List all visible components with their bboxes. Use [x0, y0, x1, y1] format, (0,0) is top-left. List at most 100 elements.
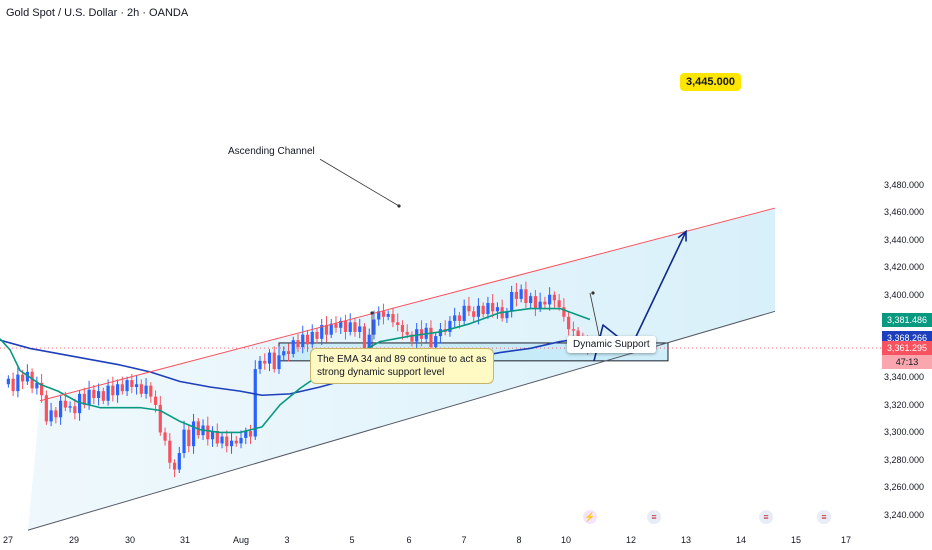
time-tick-label: Aug — [232, 535, 250, 545]
event-lightning-icon[interactable]: ⚡ — [583, 510, 597, 524]
candle-body — [54, 410, 58, 418]
candle-body — [514, 292, 519, 299]
candle-body — [367, 334, 371, 350]
candle-body — [134, 384, 139, 387]
candle-body — [87, 389, 91, 405]
time-tick-label: 3 — [284, 535, 290, 545]
candle-body — [44, 395, 48, 422]
candle-body — [25, 371, 29, 382]
channel-pointer — [317, 157, 400, 207]
time-tick-label: 30 — [124, 535, 136, 545]
candle-body — [310, 331, 314, 345]
candle-body — [552, 294, 556, 301]
note-pointer-dot — [370, 311, 374, 315]
candle-body — [476, 305, 481, 317]
chart-title: Gold Spot / U.S. Dollar · 2h · OANDA — [6, 7, 189, 19]
candle-body — [172, 462, 177, 470]
candle-body — [576, 330, 580, 339]
candle-body — [6, 378, 10, 385]
candle-body — [291, 340, 295, 354]
candle-body — [320, 325, 324, 339]
candle-body — [153, 396, 158, 405]
candle-body — [125, 380, 129, 392]
candle-body — [191, 421, 196, 447]
candle-body — [410, 334, 414, 342]
candle-body — [339, 320, 343, 328]
time-tick-label: 7 — [461, 535, 467, 545]
candle-body — [567, 316, 571, 330]
candle-body — [68, 406, 72, 408]
candle-body — [101, 391, 105, 401]
candle-body — [111, 385, 115, 396]
candle-body — [92, 389, 96, 399]
dynamic-support-label[interactable]: Dynamic Support — [567, 336, 656, 353]
candle-body — [115, 384, 120, 396]
candle-body — [149, 385, 153, 397]
candle-body — [210, 431, 215, 440]
price-tick-label: 3,240.000 — [883, 510, 924, 520]
time-tick-label: 12 — [625, 535, 637, 545]
candle-body — [519, 289, 523, 299]
candle-body — [49, 410, 53, 422]
us-flag-icon[interactable]: ≡ — [647, 510, 661, 524]
candle-body — [30, 371, 34, 389]
candle-body — [59, 400, 63, 418]
candle-body — [301, 334, 305, 348]
candle-body — [353, 322, 357, 332]
candle-body — [296, 340, 300, 348]
candle-body — [163, 432, 167, 441]
candle-body — [272, 352, 276, 370]
candle-body — [358, 326, 362, 332]
candle-body — [120, 384, 124, 392]
candle-body — [139, 384, 143, 394]
time-tick-label: 13 — [680, 535, 692, 545]
candle-body — [206, 425, 210, 440]
candle-body — [16, 374, 20, 392]
candle-body — [225, 436, 229, 447]
ema-34-line — [0, 307, 591, 434]
us-flag-icon[interactable]: ≡ — [759, 510, 773, 524]
candle-body — [168, 440, 172, 463]
candle-body — [244, 431, 248, 438]
candle-body — [391, 314, 395, 323]
candle-body — [158, 404, 162, 433]
candle-body — [106, 385, 110, 401]
candle-body — [543, 301, 547, 305]
candle-body — [405, 331, 409, 335]
candle-body — [386, 314, 390, 317]
price-tick-label: 3,340.000 — [883, 372, 924, 383]
channel-pointer-dot — [397, 204, 401, 208]
candle-body — [472, 311, 476, 317]
candle-body — [334, 323, 338, 328]
price-tick-label: 3,440.000 — [883, 234, 924, 245]
price-badge: 3,361.295 — [882, 341, 932, 356]
candle-body — [381, 311, 386, 317]
candle-body — [248, 431, 253, 437]
candle-body — [305, 334, 310, 345]
candle-body — [239, 437, 243, 444]
candle-body — [73, 406, 77, 414]
candle-body — [467, 305, 471, 312]
candle-body — [215, 431, 219, 444]
candle-body — [253, 369, 257, 437]
candle-body — [263, 360, 267, 364]
target-price-label[interactable]: 3,445.000 — [680, 73, 741, 91]
candle-body — [343, 320, 348, 332]
price-tick-label: 3,300.000 — [883, 427, 924, 438]
time-tick-label: 5 — [349, 535, 355, 545]
candle-body — [11, 378, 15, 392]
candle-body — [348, 322, 352, 332]
candle-body — [448, 320, 452, 332]
price-tick-label: 3,260.000 — [883, 482, 924, 493]
countdown-badge: 47:13 — [882, 355, 932, 370]
ascending-channel-label[interactable]: Ascending Channel — [222, 143, 321, 160]
candle-body — [234, 440, 238, 444]
candle-body — [562, 307, 566, 317]
candle-body — [96, 391, 101, 399]
time-tick-label: 27 — [2, 535, 14, 545]
candle-body — [434, 336, 438, 348]
us-flag-icon[interactable]: ≡ — [817, 510, 831, 524]
candle-body — [286, 351, 291, 354]
ema-note-callout[interactable]: The EMA 34 and 89 continue to act as str… — [310, 348, 494, 384]
